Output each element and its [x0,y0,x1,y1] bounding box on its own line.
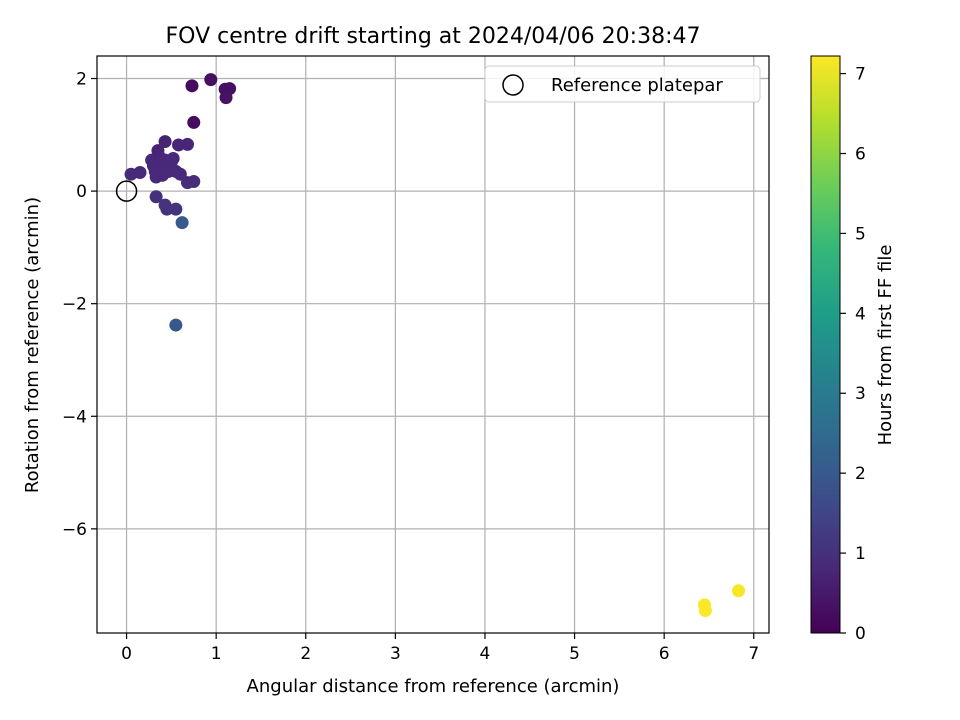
axis-ticks: 0 1 2 3 4 5 6 7 −6 −4 −2 0 2 [62,70,759,664]
legend-entry-reference: Reference platepar [551,75,723,96]
plot-frame [96,55,770,634]
data-point [187,175,201,189]
y-tick-label: −6 [62,520,87,540]
data-point [169,202,183,216]
y-tick-label: −4 [62,407,87,427]
legend-marker-reference [502,74,524,96]
x-tick-label: 2 [300,644,311,664]
colorbar-tick-label: 6 [855,144,866,164]
x-tick-label: 3 [390,644,401,664]
colorbar-tick-label: 7 [855,65,866,85]
x-tick-label: 5 [569,644,580,664]
data-point [173,167,187,181]
data-point [732,584,746,598]
colorbar-label: Hours from first FF file [875,245,896,446]
data-point [187,115,201,129]
plot-area: 0 1 2 3 4 5 6 7 −6 −4 −2 0 2 [62,55,770,664]
data-point [166,151,180,165]
data-point [204,73,218,87]
data-point [158,135,172,149]
y-tick-label: 0 [76,182,87,202]
colorbar-tick-label: 4 [855,304,866,324]
x-tick-label: 6 [659,644,670,664]
x-tick-label: 0 [121,644,132,664]
data-point [219,91,233,105]
data-point [169,318,183,332]
data-points [115,73,746,617]
data-point [185,79,199,93]
chart-title: FOV centre drift starting at 2024/04/06 … [166,24,701,49]
data-point [149,190,163,204]
y-axis-label: Rotation from reference (arcmin) [22,197,43,493]
data-point [133,166,147,180]
reference-platepar-marker [115,180,138,202]
colorbar-tick-label: 0 [855,624,866,644]
colorbar-tick-label: 3 [855,384,866,404]
data-point [160,202,174,216]
data-point [175,216,189,230]
colorbar-tick-label: 1 [855,544,866,564]
grid-lines [97,56,769,633]
y-tick-label: 2 [76,70,87,90]
colorbar-gradient [810,55,841,634]
legend-box [484,65,761,103]
legend: Reference platepar [484,65,761,103]
data-point [698,603,712,617]
y-tick-label: −2 [62,295,87,315]
colorbar: 0 1 2 3 4 5 6 7 Hours from first FF file [810,55,896,644]
data-point [180,137,194,151]
x-axis-label: Angular distance from reference (arcmin) [247,676,620,697]
x-tick-label: 1 [211,644,222,664]
colorbar-ticks: 0 1 2 3 4 5 6 7 [840,65,866,644]
x-tick-label: 7 [748,644,759,664]
colorbar-tick-label: 2 [855,464,866,484]
x-tick-label: 4 [480,644,491,664]
colorbar-tick-label: 5 [855,224,866,244]
